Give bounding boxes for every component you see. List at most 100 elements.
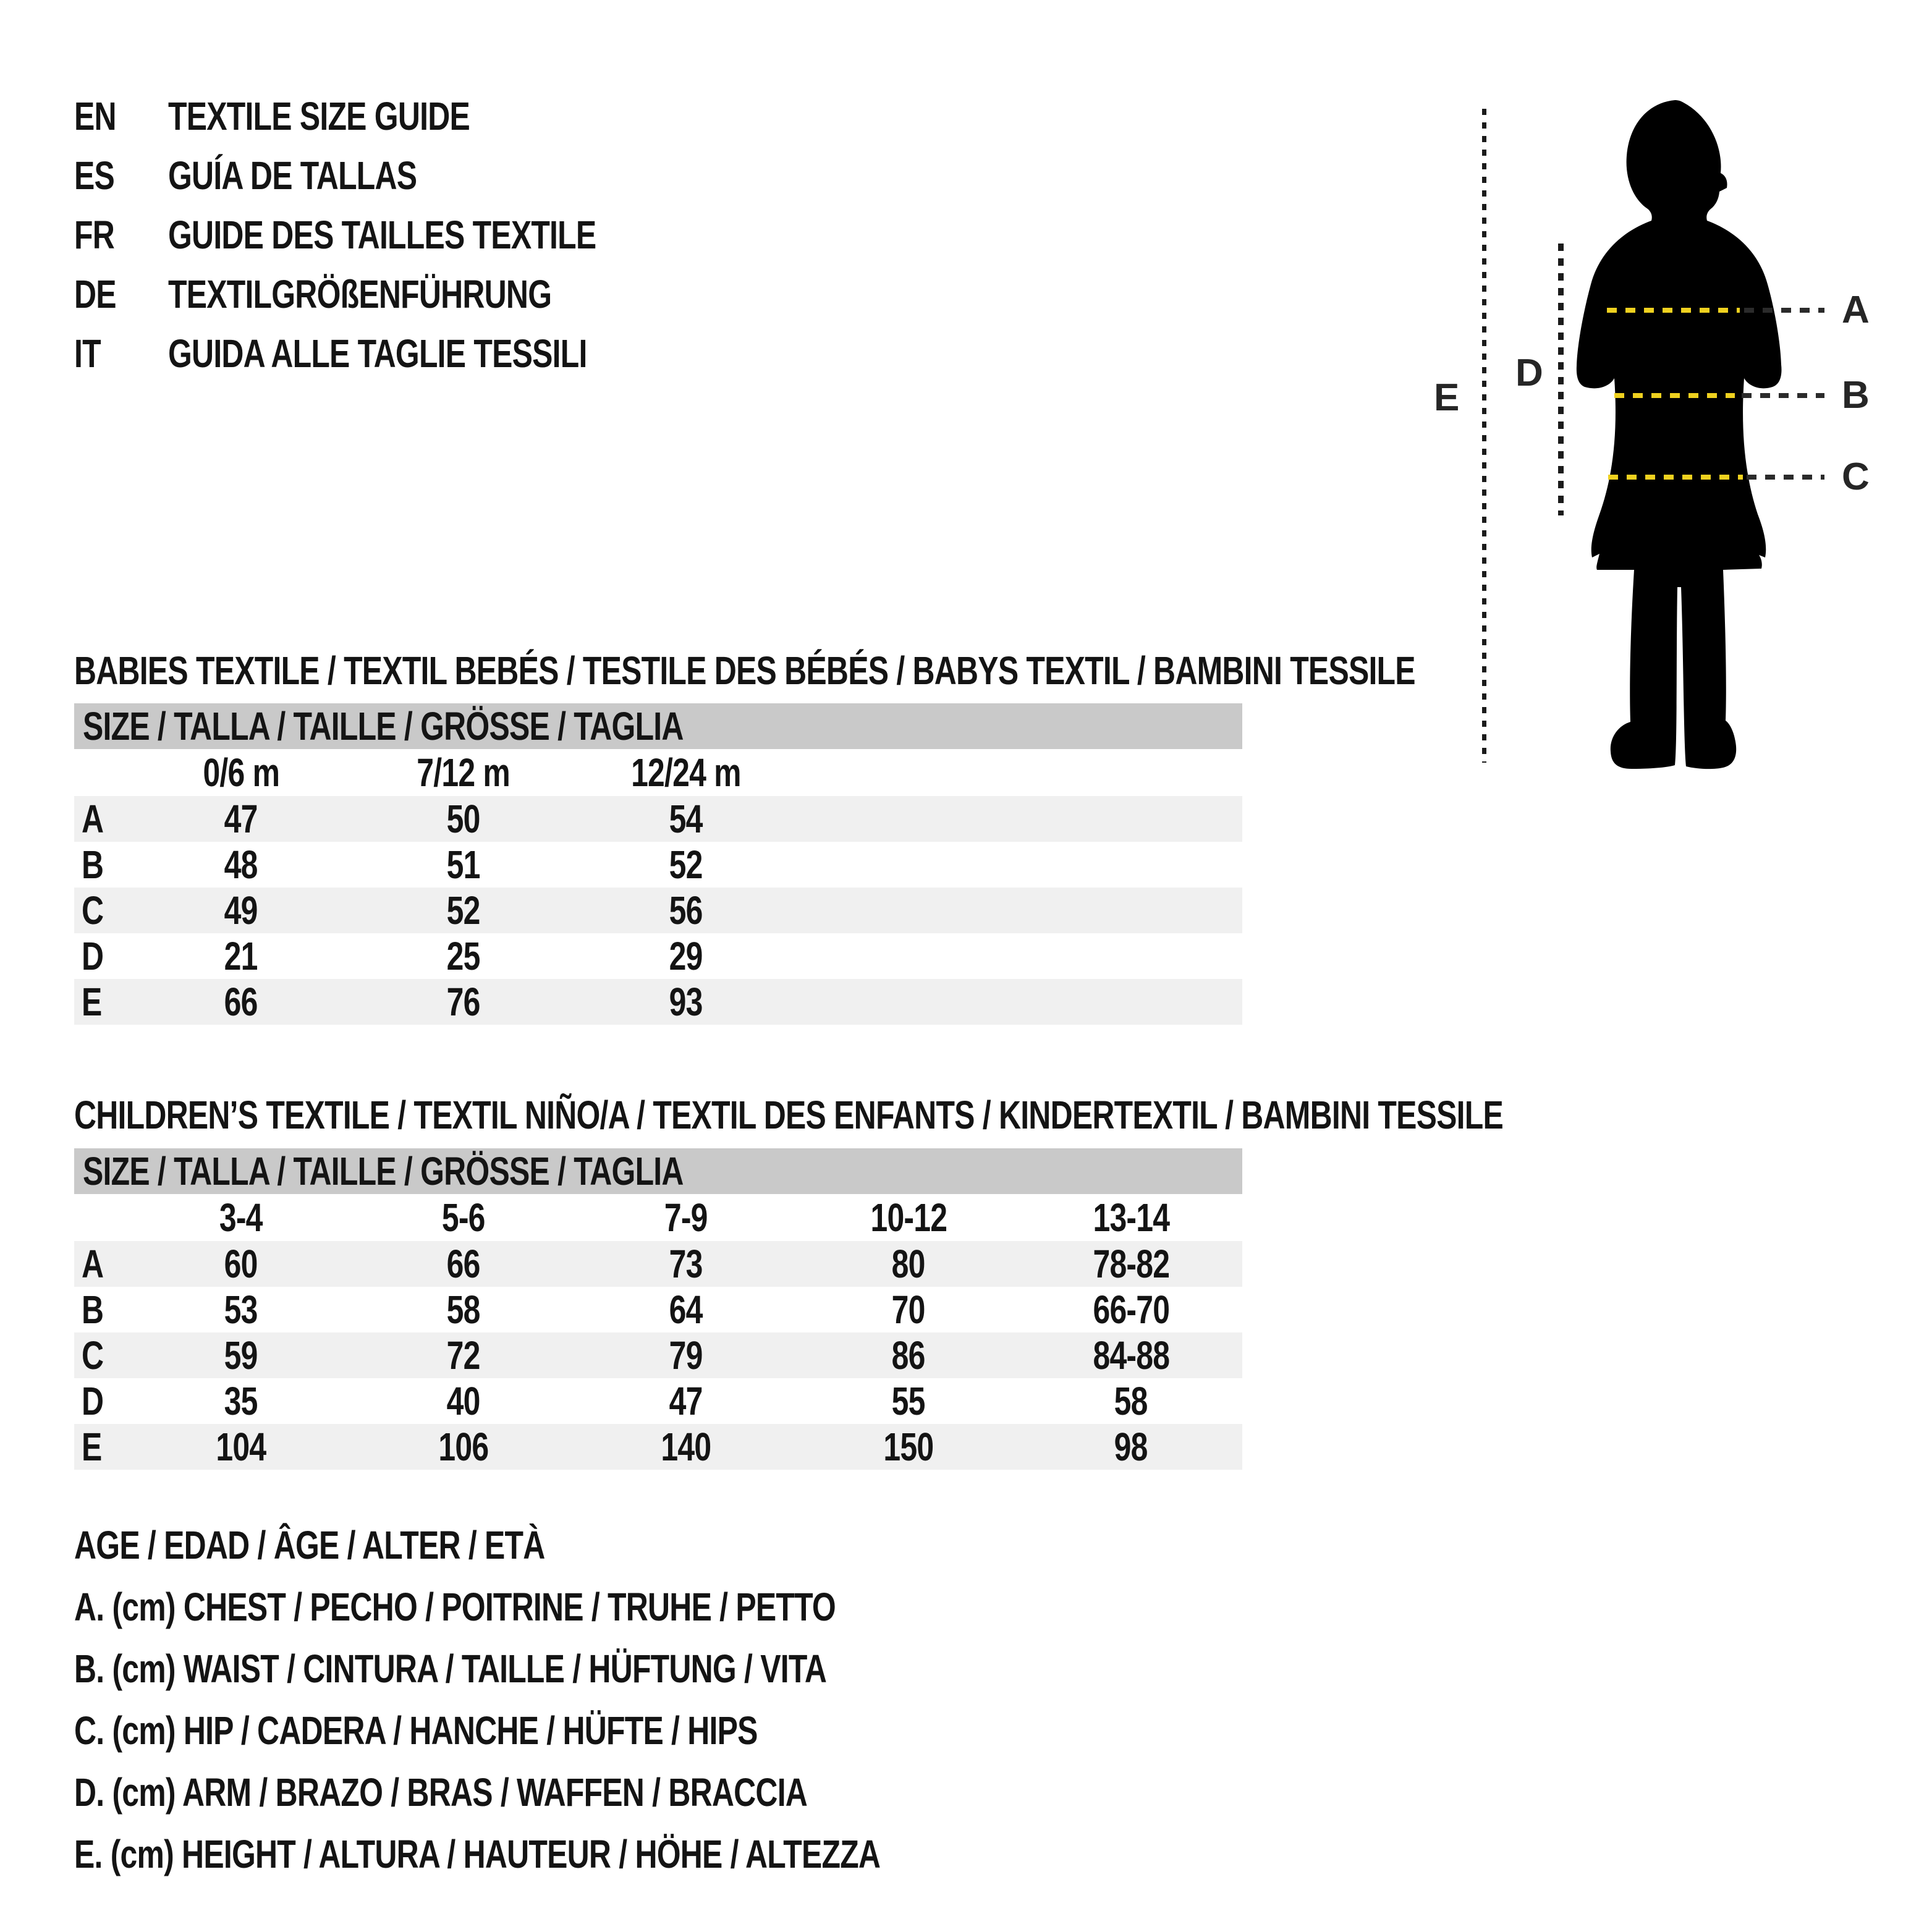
- table-cell: 29: [669, 934, 703, 978]
- figure-label-a: A: [1842, 289, 1870, 331]
- language-title-block: EN TEXTILE SIZE GUIDE ES GUÍA DE TALLAS …: [74, 87, 717, 383]
- table-cell: 60: [224, 1242, 258, 1286]
- babies-size-table: SIZE / TALLA / TAILLE / GRÖSSE / TAGLIA …: [74, 703, 1242, 1025]
- table-cell: 58: [447, 1287, 481, 1332]
- babies-column-header-row: 0/6 m 7/12 m 12/24 m: [74, 749, 1242, 796]
- column-header: 7-9: [664, 1195, 708, 1240]
- table-cell: 53: [224, 1287, 258, 1332]
- language-row: DE TEXTILGRÖßENFÜHRUNG: [74, 265, 717, 324]
- arm-measure-line-d: [1558, 244, 1564, 515]
- table-cell: 79: [669, 1333, 703, 1378]
- language-title: TEXTILE SIZE GUIDE: [168, 94, 470, 138]
- column-header: 12/24 m: [631, 750, 741, 795]
- hip-measure-line-dark: [1747, 475, 1824, 480]
- figure-label-d: D: [1515, 352, 1543, 394]
- waist-measure-line-dark: [1742, 393, 1824, 398]
- table-cell: 104: [216, 1425, 267, 1469]
- language-title: GUIDE DES TAILLES TEXTILE: [168, 213, 596, 257]
- figure-label-c: C: [1842, 455, 1870, 498]
- table-cell: 21: [224, 934, 258, 978]
- legend-line-waist: B. (cm) WAIST / CINTURA / TAILLE / HÜFTU…: [74, 1646, 827, 1691]
- language-code: FR: [74, 213, 115, 257]
- row-label: D: [82, 1379, 104, 1423]
- children-size-table: SIZE / TALLA / TAILLE / GRÖSSE / TAGLIA …: [74, 1148, 1242, 1470]
- row-label: A: [82, 797, 104, 841]
- chest-measure-line-dark: [1744, 308, 1824, 313]
- language-code: DE: [74, 272, 117, 316]
- row-label: C: [82, 888, 104, 933]
- column-header: 3-4: [219, 1195, 263, 1240]
- row-label: E: [82, 980, 102, 1024]
- row-label: C: [82, 1333, 104, 1378]
- table-cell: 64: [669, 1287, 703, 1332]
- table-cell: 73: [669, 1242, 703, 1286]
- table-row: A 60 66 73 80 78-82: [74, 1241, 1242, 1287]
- legend-line-arm: D. (cm) ARM / BRAZO / BRAS / WAFFEN / BR…: [74, 1770, 808, 1815]
- table-cell: 48: [224, 842, 258, 887]
- table-row: D 35 40 47 55 58: [74, 1378, 1242, 1424]
- table-cell: 51: [447, 842, 481, 887]
- table-row: A 47 50 54: [74, 796, 1242, 842]
- table-cell: 106: [438, 1425, 489, 1469]
- language-row: FR GUIDE DES TAILLES TEXTILE: [74, 205, 717, 265]
- language-row: IT GUIDA ALLE TAGLIE TESSILI: [74, 324, 717, 383]
- legend-line-age: AGE / EDAD / ÂGE / ALTER / ETÀ: [74, 1523, 545, 1567]
- row-label: B: [82, 1287, 104, 1332]
- language-code: ES: [74, 153, 115, 198]
- table-row: E 104 106 140 150 98: [74, 1424, 1242, 1470]
- chest-measure-line-yellow: [1607, 308, 1740, 313]
- language-row: ES GUÍA DE TALLAS: [74, 146, 717, 205]
- table-cell: 52: [669, 842, 703, 887]
- table-cell: 47: [224, 797, 258, 841]
- table-cell: 58: [1114, 1379, 1148, 1423]
- table-cell: 76: [447, 980, 481, 1024]
- language-title: TEXTILGRÖßENFÜHRUNG: [168, 272, 552, 316]
- column-header: 0/6 m: [203, 750, 280, 795]
- table-cell: 56: [669, 888, 703, 933]
- figure-label-b: B: [1842, 374, 1870, 417]
- table-row: E 66 76 93: [74, 979, 1242, 1025]
- row-label: E: [82, 1425, 102, 1469]
- table-cell: 70: [892, 1287, 926, 1332]
- table-cell: 98: [1114, 1425, 1148, 1469]
- table-cell: 54: [669, 797, 703, 841]
- legend-line-hip: C. (cm) HIP / CADERA / HANCHE / HÜFTE / …: [74, 1708, 758, 1753]
- table-cell: 93: [669, 980, 703, 1024]
- table-cell: 59: [224, 1333, 258, 1378]
- table-cell: 49: [224, 888, 258, 933]
- table-row: B 53 58 64 70 66-70: [74, 1287, 1242, 1332]
- table-cell: 66: [224, 980, 258, 1024]
- table-cell: 66: [447, 1242, 481, 1286]
- row-label: B: [82, 842, 104, 887]
- table-row: D 21 25 29: [74, 933, 1242, 979]
- table-cell: 35: [224, 1379, 258, 1423]
- babies-table-header: SIZE / TALLA / TAILLE / GRÖSSE / TAGLIA: [74, 703, 1242, 749]
- children-section-title: CHILDREN’S TEXTILE / TEXTIL NIÑO/A / TEX…: [74, 1093, 1504, 1137]
- children-column-header-row: 3-4 5-6 7-9 10-12 13-14: [74, 1194, 1242, 1241]
- row-label: A: [82, 1242, 104, 1286]
- table-cell: 84-88: [1093, 1333, 1170, 1378]
- column-header: 5-6: [442, 1195, 486, 1240]
- table-cell: 78-82: [1093, 1242, 1170, 1286]
- language-row: EN TEXTILE SIZE GUIDE: [74, 87, 717, 146]
- table-cell: 72: [447, 1333, 481, 1378]
- table-cell: 140: [661, 1425, 712, 1469]
- children-table-header: SIZE / TALLA / TAILLE / GRÖSSE / TAGLIA: [74, 1148, 1242, 1194]
- table-cell: 80: [892, 1242, 926, 1286]
- table-cell: 66-70: [1093, 1287, 1170, 1332]
- language-title: GUÍA DE TALLAS: [168, 153, 417, 198]
- babies-section-title: BABIES TEXTILE / TEXTIL BEBÉS / TESTILE …: [74, 648, 1416, 693]
- table-cell: 150: [883, 1425, 934, 1469]
- column-header: 10-12: [870, 1195, 947, 1240]
- column-header: 7/12 m: [417, 750, 511, 795]
- table-cell: 52: [447, 888, 481, 933]
- language-code: IT: [74, 331, 101, 376]
- table-row: C 59 72 79 86 84-88: [74, 1332, 1242, 1378]
- legend-line-chest: A. (cm) CHEST / PECHO / POITRINE / TRUHE…: [74, 1585, 836, 1629]
- legend-line-height: E. (cm) HEIGHT / ALTURA / HAUTEUR / HÖHE…: [74, 1832, 881, 1876]
- waist-measure-line-yellow: [1614, 393, 1735, 398]
- language-title: GUIDA ALLE TAGLIE TESSILI: [168, 331, 587, 376]
- language-code: EN: [74, 94, 117, 138]
- height-measure-line-e: [1482, 109, 1486, 763]
